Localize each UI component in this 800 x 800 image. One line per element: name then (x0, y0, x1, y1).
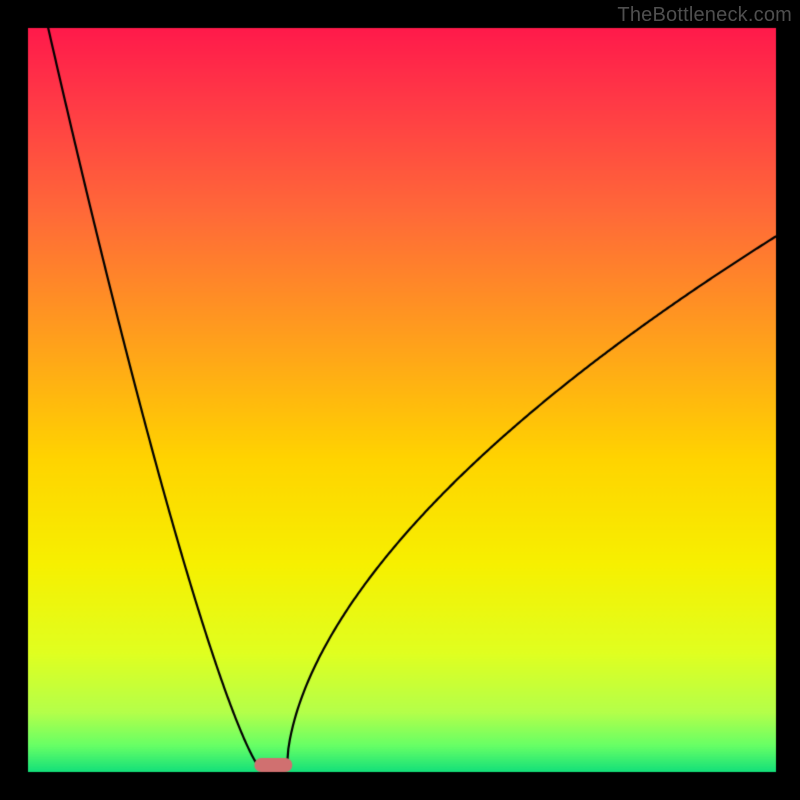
bottleneck-curve-chart (0, 0, 800, 800)
watermark: TheBottleneck.com (617, 4, 792, 27)
chart-root: TheBottleneck.com (0, 0, 800, 800)
